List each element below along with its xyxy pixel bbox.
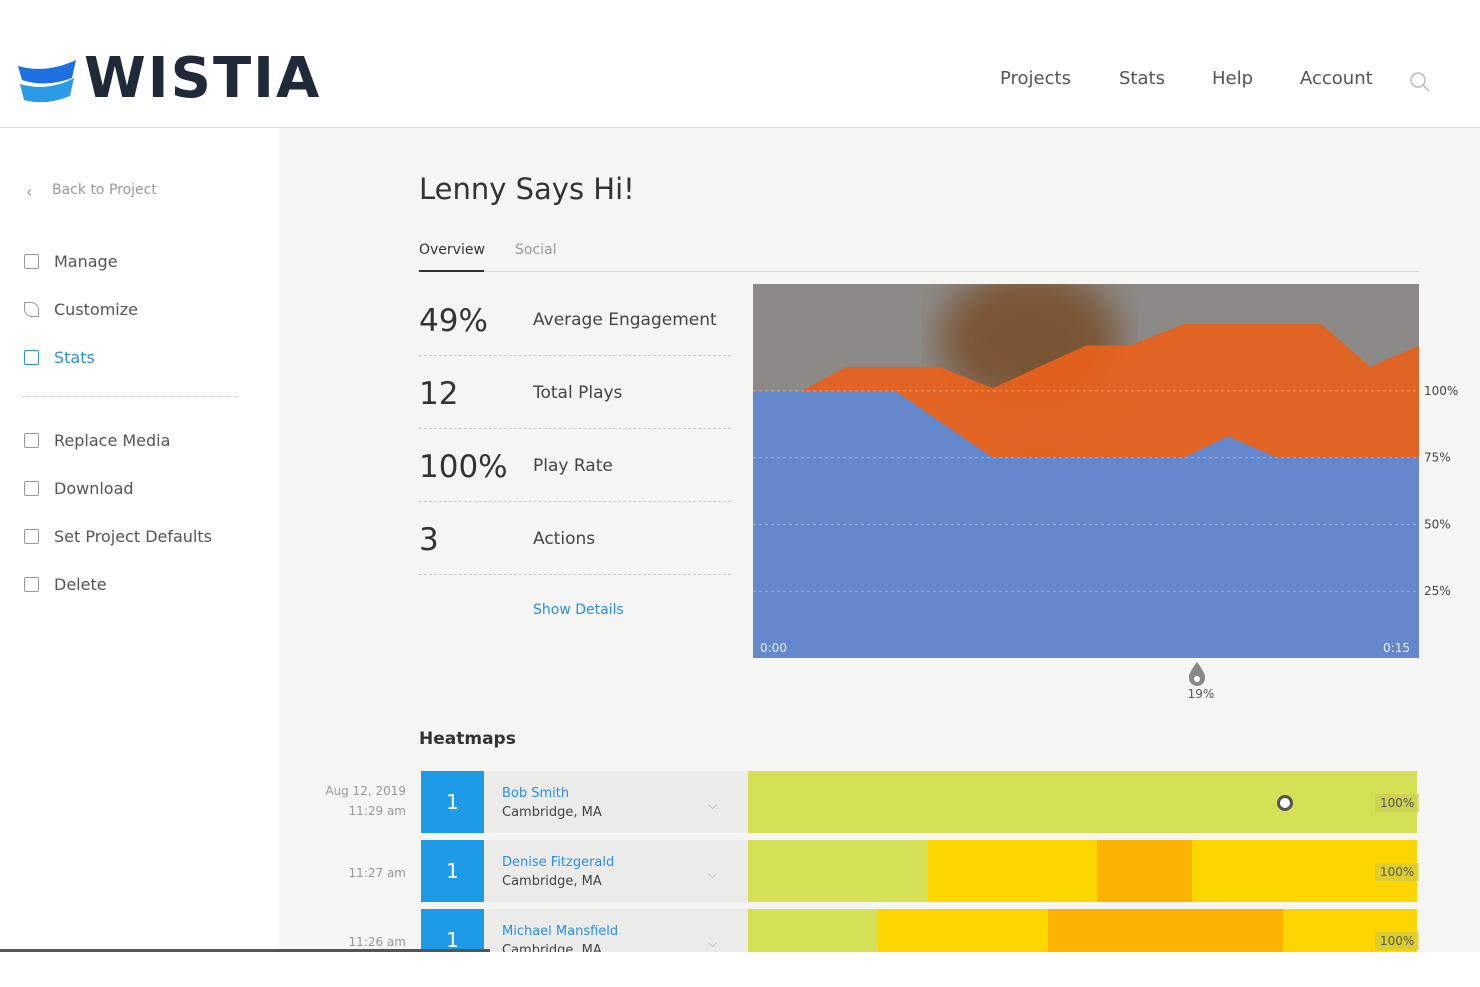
- tab[interactable]: Social: [515, 242, 557, 258]
- menu-item[interactable]: Manage: [54, 252, 118, 271]
- header: WISTIA Projects Stats Help Account: [0, 0, 1480, 128]
- percent-watched: 100%: [1375, 863, 1420, 881]
- icon: [24, 350, 39, 365]
- chevron[interactable]: ⌵: [708, 936, 718, 950]
- plot: 100% 75% 50% 25% 0:00 0:15: [753, 324, 1458, 658]
- time: 11:26 am: [348, 935, 406, 949]
- viewer-name[interactable]: Michael Mansfield: [502, 924, 619, 939]
- menu-item[interactable]: Delete: [54, 575, 107, 594]
- viewer-location: Cambridge, MA: [502, 874, 602, 889]
- chevron[interactable]: ⌵: [708, 798, 718, 812]
- menu-item[interactable]: Customize: [54, 300, 138, 319]
- play-count: 1: [421, 909, 484, 952]
- chevron[interactable]: ⌵: [708, 867, 718, 881]
- marker-dot: [1194, 676, 1200, 682]
- viewer-name[interactable]: Bob Smith: [502, 786, 570, 801]
- nav-link[interactable]: Projects: [1000, 68, 1071, 89]
- menu-item[interactable]: Download: [54, 479, 134, 498]
- logo-mark: [18, 60, 76, 103]
- y-tick-label: 25%: [1424, 584, 1451, 598]
- divider: [419, 355, 731, 356]
- play-count: 1: [421, 771, 484, 833]
- time: 11:27 am: [348, 866, 406, 880]
- divider: [22, 396, 238, 397]
- x-tick-label: 0:15: [1383, 641, 1410, 655]
- x-tick-label: 0:00: [760, 641, 787, 655]
- area: [753, 390, 1419, 658]
- sidebar: ‹ Back to Project Manage Customize Stats…: [0, 128, 279, 952]
- show-details[interactable]: Show Details: [533, 602, 624, 618]
- menu-item[interactable]: Replace Media: [54, 431, 171, 450]
- heatmap-bar: [748, 909, 1417, 952]
- back-link[interactable]: Back to Project: [52, 182, 157, 198]
- y-tick-label: 100%: [1424, 384, 1458, 398]
- heatmap-bar: [748, 840, 1417, 902]
- divider: [419, 501, 731, 502]
- stat-label: Play Rate: [533, 456, 613, 476]
- menu-item[interactable]: Stats: [54, 348, 95, 367]
- viewer-info[interactable]: [484, 840, 748, 902]
- heatmap-bar: [748, 771, 1417, 833]
- scroll-indicator: [0, 949, 490, 952]
- divider: [419, 574, 731, 575]
- stat-label: Average Engagement: [533, 310, 717, 330]
- stat-label: Actions: [533, 529, 596, 549]
- tab-rule: [419, 271, 1419, 272]
- icon: [24, 529, 39, 544]
- stat-value: 3: [419, 522, 439, 558]
- y-tick-label: 50%: [1424, 517, 1451, 531]
- y-tick-label: 75%: [1424, 451, 1451, 465]
- percent-watched: 100%: [1375, 932, 1420, 950]
- percent-watched: 100%: [1375, 794, 1420, 812]
- icon: [24, 577, 39, 592]
- nav-link[interactable]: Help: [1212, 68, 1254, 89]
- marker-label: 19%: [1188, 687, 1215, 701]
- viewer-location: Cambridge, MA: [502, 805, 602, 820]
- menu-item[interactable]: Set Project Defaults: [54, 527, 212, 546]
- viewer-name[interactable]: Denise Fitzgerald: [502, 855, 615, 870]
- heatmap-marker: [1277, 795, 1293, 811]
- engagement-chart: 100% 75% 50% 25% 0:00 0:15 19%: [753, 284, 1458, 701]
- nav-link[interactable]: Stats: [1119, 68, 1165, 89]
- logo-text: WISTIA: [84, 46, 322, 111]
- app: WISTIA Projects Stats Help Account ‹ Bac…: [0, 0, 1480, 952]
- icon: [24, 433, 39, 448]
- tab-underline: [419, 270, 484, 272]
- stat-value: 49%: [419, 303, 488, 339]
- play-count: 1: [421, 840, 484, 902]
- search-icon[interactable]: [1408, 70, 1432, 94]
- stat-label: Total Plays: [533, 383, 623, 403]
- marker-icon: [1188, 662, 1206, 686]
- divider: [419, 428, 731, 429]
- time: 11:29 am: [348, 804, 406, 818]
- icon: [24, 481, 39, 496]
- video-title: Lenny Says Hi!: [419, 172, 635, 206]
- date: Aug 12, 2019: [325, 784, 406, 798]
- viewer-info[interactable]: [484, 909, 748, 952]
- viewer-location: Cambridge, MA: [502, 943, 602, 952]
- icon: [24, 254, 39, 269]
- tab[interactable]: Overview: [419, 242, 485, 258]
- nav-link[interactable]: Account: [1300, 68, 1373, 89]
- back-arrow: ‹: [26, 182, 33, 201]
- section-title: Heatmaps: [419, 729, 516, 749]
- stat-value: 100%: [419, 449, 508, 485]
- viewer-info[interactable]: [484, 771, 748, 833]
- icon: [24, 302, 39, 317]
- stat-value: 12: [419, 376, 459, 412]
